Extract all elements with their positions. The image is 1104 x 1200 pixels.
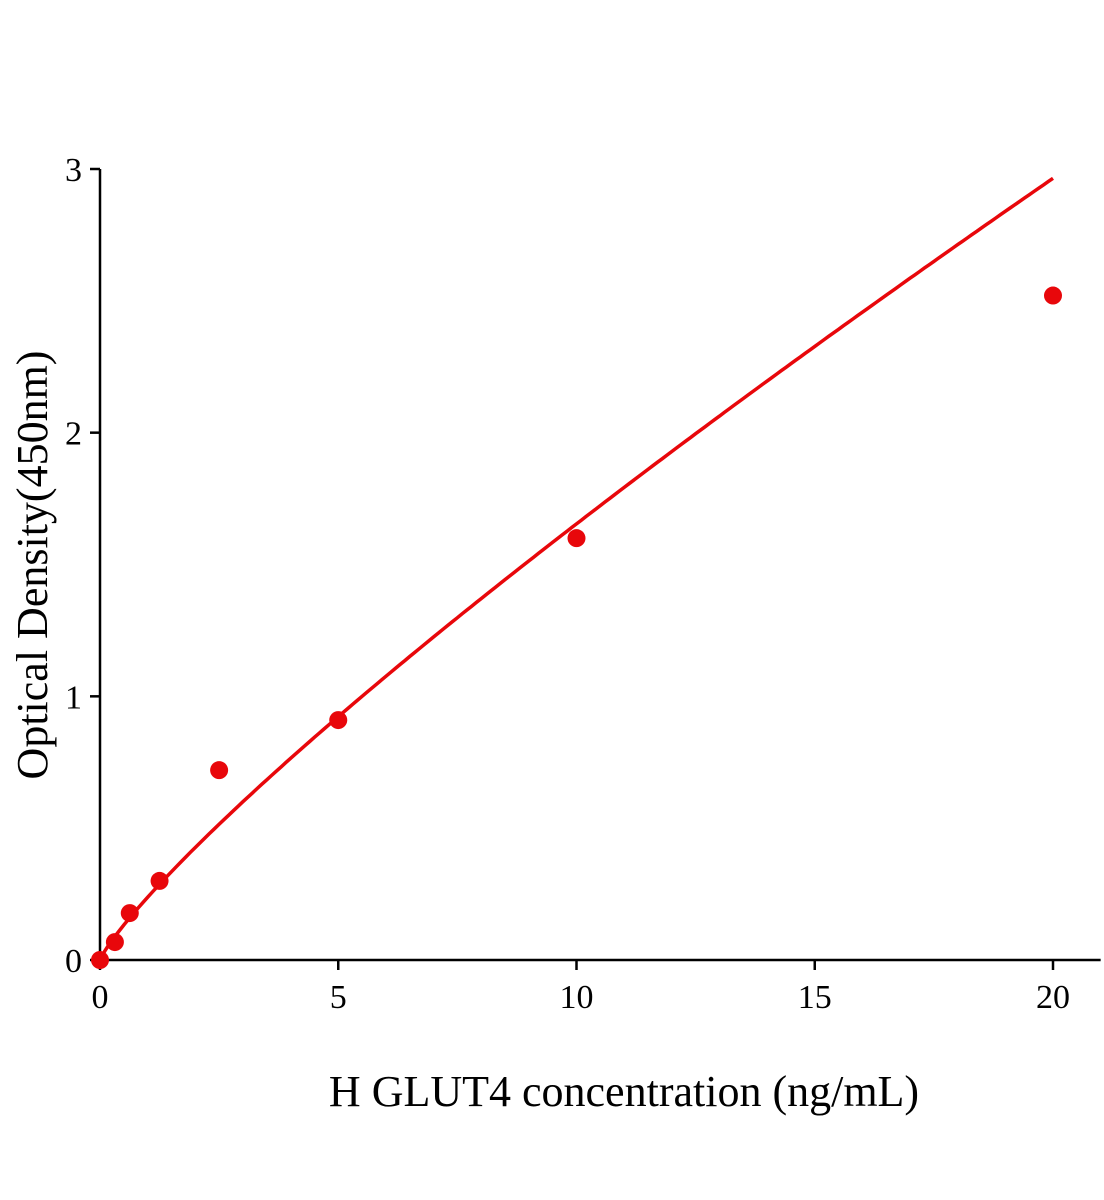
- data-point: [91, 951, 109, 969]
- data-point: [105, 933, 124, 952]
- data-points: [91, 286, 1062, 969]
- x-axis-label: H GLUT4 concentration (ng/mL): [329, 1067, 919, 1116]
- y-tick-label: 1: [65, 679, 82, 716]
- fit-curve: [98, 176, 1054, 961]
- data-point: [567, 529, 586, 548]
- x-tick-label: 15: [798, 979, 832, 1016]
- y-tick-label: 2: [65, 416, 82, 453]
- data-point: [210, 761, 229, 780]
- x-tick-label: 5: [330, 979, 347, 1016]
- data-point: [1044, 286, 1062, 305]
- data-point: [329, 711, 348, 730]
- axes: 0 5 10 15 20 0 1 2 3: [65, 152, 1101, 1016]
- y-tick-label: 3: [65, 152, 82, 189]
- data-point: [120, 904, 139, 923]
- y-tick-label: 0: [65, 943, 82, 980]
- x-tick-label: 0: [92, 979, 109, 1016]
- x-tick-label: 10: [560, 979, 594, 1016]
- y-axis-label: Optical Density(450nm): [8, 351, 57, 780]
- x-tick-label: 20: [1036, 979, 1070, 1016]
- data-point: [150, 871, 169, 890]
